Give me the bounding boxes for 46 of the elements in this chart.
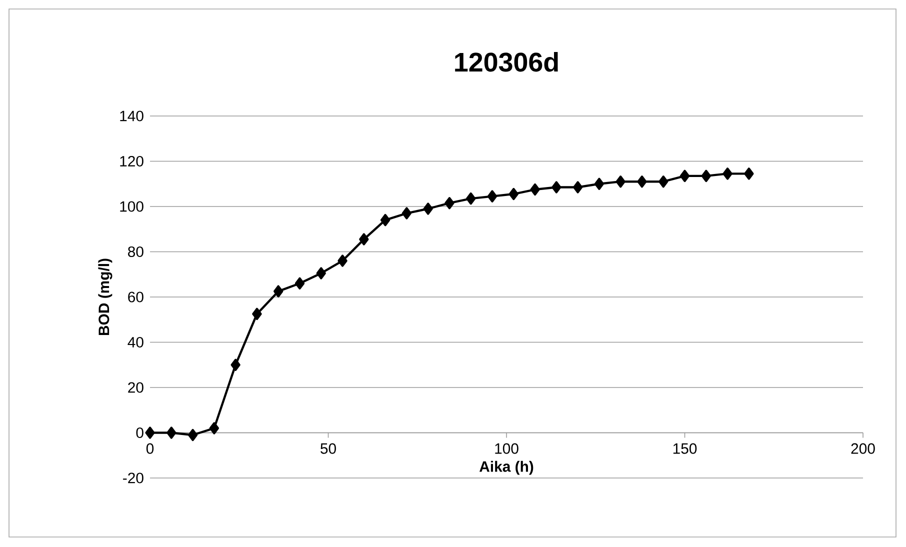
y-tick-label: 20 [128,382,144,393]
y-tick-label: 0 [136,427,144,438]
point [166,426,176,439]
x-tick-label: 0 [146,443,154,454]
point [294,277,305,290]
point [359,233,369,246]
point [252,308,262,320]
point [466,192,476,205]
point [209,422,220,434]
x-tick-label: 150 [673,443,697,454]
y-tick-label: -20 [123,472,144,484]
x-axis-title: Aika (h) [479,460,534,475]
point [380,214,390,226]
point [338,254,348,267]
y-tick-label: 80 [128,246,144,258]
point [508,188,518,200]
point [722,168,732,180]
x-tick-label: 200 [851,443,875,454]
y-axis-title: BOD (mg/l) [98,258,112,335]
point [572,181,583,194]
y-tick-label: 60 [128,292,144,302]
y-tick-label: 100 [120,201,144,212]
point [658,176,668,188]
y-tick-label: 140 [120,110,144,122]
y-tick-label: 120 [120,156,144,167]
point [530,183,540,196]
point [744,168,754,180]
point [188,428,198,442]
point [487,190,498,202]
chart-title: 120306d [455,52,558,72]
point [145,426,155,439]
point [552,181,562,194]
point [594,178,604,190]
x-tick-label: 50 [320,443,336,454]
x-tick-label: 100 [495,443,518,454]
point [701,170,711,182]
point [637,176,647,188]
point [316,267,326,280]
point [230,358,240,371]
point [274,285,284,298]
point [402,207,412,220]
point [680,170,690,182]
point [616,176,626,188]
point [423,202,433,215]
point [444,197,454,210]
y-tick-label: 40 [128,336,144,348]
